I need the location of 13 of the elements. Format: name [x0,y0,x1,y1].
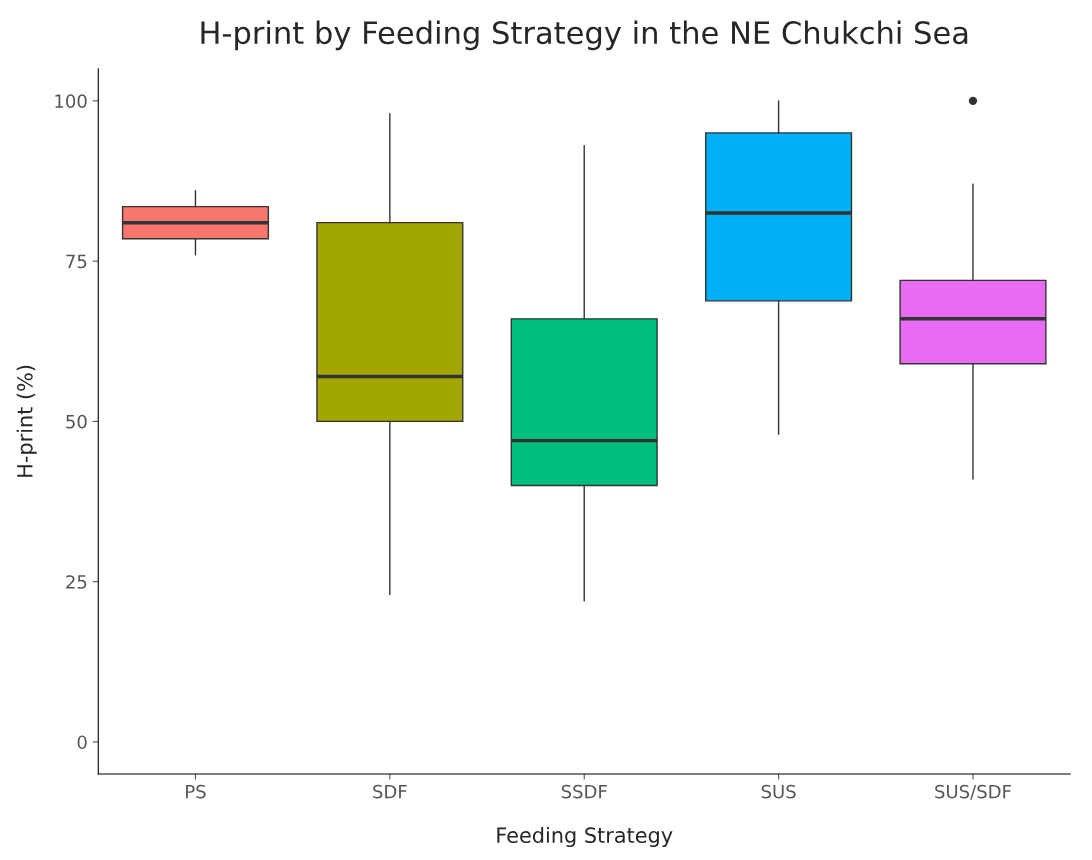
chart-title: H-print by Feeding Strategy in the NE Chukchi Sea [201,20,968,51]
y-axis-title: H-print (%) [16,365,37,477]
x-axis-title: Feeding Strategy [497,826,673,848]
y-tick-label: 75 [66,254,87,269]
x-tick-label: SUS [761,784,796,799]
x-tick-label: SUS/SDF [935,784,1011,800]
y-tick-label: 100 [55,94,87,108]
x-tick-label: PS [186,784,206,799]
y-tick-label: 0 [77,735,87,750]
x-tick-label: SDF [373,784,407,799]
x-tick-label: SSDF [561,784,607,799]
y-tick-label: 50 [66,414,87,429]
y-tick-label: 25 [66,575,87,589]
